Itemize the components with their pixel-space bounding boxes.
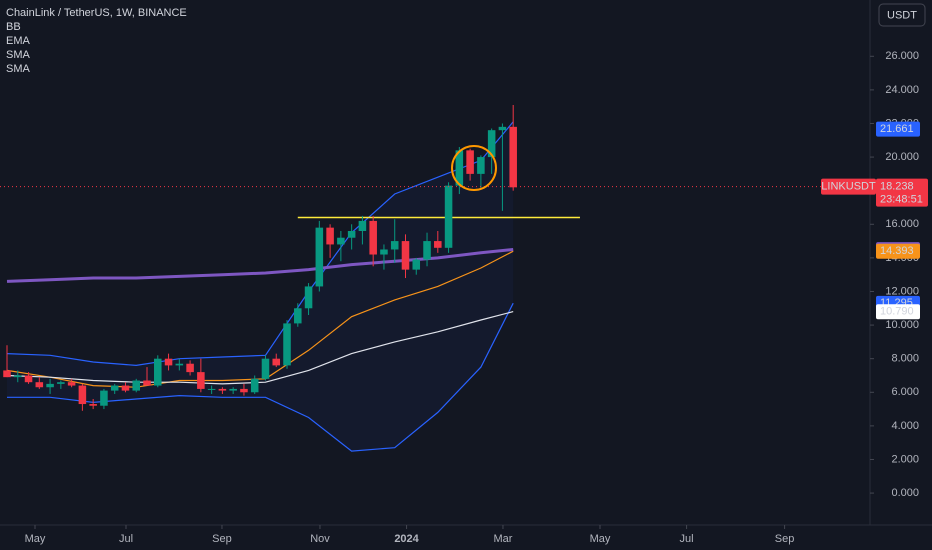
y-tick-label: 4.000 [891,420,919,432]
axes: 0.000 2.000 4.000 6.000 8.000 10.000 12.000 14.… [25,50,928,545]
candle-body [401,241,410,270]
bb-upper [6,121,514,367]
currency-button[interactable] [878,3,926,27]
indicator-line [6,311,514,385]
candle-body [186,363,194,373]
candle-body [35,382,44,388]
candle-body [498,126,507,131]
candle-body [24,375,33,383]
y-tick-label: 16.000 [885,218,919,230]
y-tick-label: 10.000 [885,319,919,331]
candle-body [369,220,377,255]
currency-label[interactable]: USDT [887,9,917,21]
price-badge [876,121,920,137]
candle-body [240,388,248,393]
candle-body [358,220,367,231]
symbol-badge [821,178,876,195]
candle-body [283,323,291,366]
candle-body [326,227,334,245]
candle-body [412,259,421,270]
price-badge-label: 18.238 [880,181,914,193]
candle-body [143,380,151,386]
candle-body [455,150,464,186]
legend-entry[interactable]: EMA [6,35,31,47]
x-tick-label: Mar [493,533,512,545]
candle-body [390,241,399,250]
circle-drawing [451,145,497,191]
x-tick-label: Jul [119,533,133,545]
candle-body [78,385,87,405]
candle-body [14,375,22,378]
candle-body [487,130,496,158]
candle-body [444,185,453,248]
candle-body [57,382,65,384]
candle-body [121,385,130,391]
candle-body [154,358,162,386]
price-badge [876,304,920,320]
y-tick-label: 12.000 [885,285,919,297]
candle-body [164,358,173,366]
plot-area [0,105,870,452]
legend-entry[interactable]: BB [6,21,21,33]
candle-body [207,388,216,390]
candle-body [175,363,184,366]
candle-body [315,227,324,287]
candle-body [434,241,442,248]
legend-entry[interactable]: SMA [6,63,31,75]
candle-body [294,308,302,324]
price-badge-label: 21.661 [880,123,914,135]
x-tick-label: Nov [310,533,330,545]
y-tick-label: 20.000 [885,151,919,163]
y-tick-label: 26.000 [885,50,919,62]
candle-body [218,388,227,391]
candle-body [250,378,259,393]
y-tick-label: 8.000 [891,353,919,365]
x-tick-label: May [25,533,46,545]
price-badge [876,178,928,207]
candle-body [132,380,141,391]
x-tick-label: Sep [775,533,795,545]
candle-body [347,231,356,238]
price-badge [876,243,920,259]
candle-body [423,241,431,260]
candle-body [229,388,237,391]
x-tick-label: May [590,533,611,545]
y-tick-label: 6.000 [891,386,919,398]
candle-body [509,126,517,188]
symbol-label: LINKUSDT [821,181,876,193]
candle-body [110,385,119,391]
candle-body [272,358,281,366]
bb-fill [7,121,514,452]
indicator-line [6,248,514,283]
price-badge-label: 14.393 [880,245,914,257]
candle-body [100,390,108,406]
candle-body [3,370,11,378]
candle-body [197,372,205,389]
candle-body [337,237,345,245]
price-badge-label: 10.790 [880,306,914,318]
candle-body [67,382,76,386]
countdown-label: 23:48:51 [880,194,923,206]
candle-body [261,358,270,379]
candle-body [304,286,313,309]
x-tick-label: 2024 [394,533,419,545]
y-tick-label: 0.000 [891,487,919,499]
x-tick-label: Jul [680,533,694,545]
y-tick-label: 24.000 [885,84,919,96]
candle-body [89,404,97,406]
legend-entry[interactable]: SMA [6,49,31,61]
chart-title: ChainLink / TetherUS, 1W, BINANCE [6,7,187,19]
x-tick-label: Sep [212,533,232,545]
candle-body [466,150,474,174]
candle-body [477,157,485,174]
candle-body [380,249,388,255]
y-tick-label: 2.000 [891,453,919,465]
candle-body [46,383,54,388]
